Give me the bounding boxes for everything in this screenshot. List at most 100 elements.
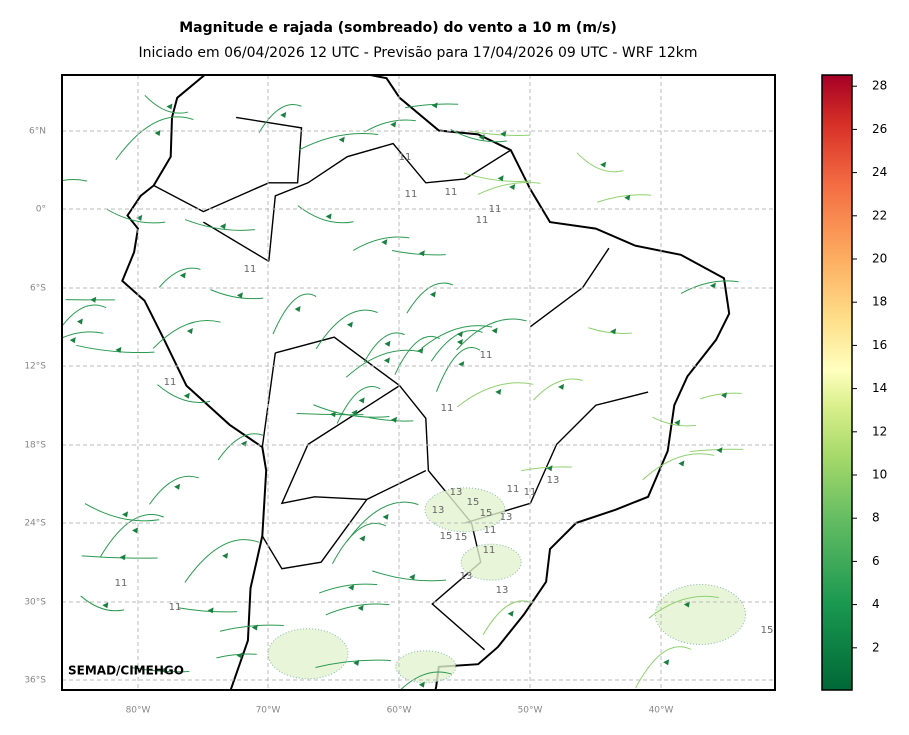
streamline [318,583,378,594]
streamline [158,267,201,288]
streamline [648,595,719,619]
contour-label: 11 [489,204,502,215]
arrow [383,357,390,364]
arrow [381,239,388,246]
streamline [157,384,211,403]
border [203,221,270,262]
streamline [216,653,257,659]
lat-label: 30°S [24,598,46,608]
streamline [115,116,194,161]
arrow [716,447,723,454]
contour-label: 13 [460,571,473,582]
streamline [210,289,264,300]
border [280,385,427,505]
arrow [119,554,126,561]
wind-patch [267,628,349,680]
arrow [53,186,59,192]
lat-label: 6°S [30,284,46,294]
colorbar-label: 24 [872,165,887,179]
title: Magnitude e rajada (sombreado) do vento … [179,20,617,36]
streamline [144,94,189,114]
arrow [179,272,186,279]
arrow [69,337,76,344]
lat-label: 6°N [29,127,46,137]
colorbar-label: 6 [872,554,880,568]
arrow [132,527,139,534]
streamline [353,236,410,251]
streamline [258,104,302,133]
arrow [160,667,167,674]
contour-label: 11 [405,189,418,200]
contour-label: 15 [440,531,453,542]
streamline [689,448,744,453]
arrow [674,419,681,426]
streamline [521,466,572,472]
arrow [222,552,229,559]
streamline [131,666,190,673]
arrow [294,306,301,313]
subtitle: Iniciado em 06/04/2026 12 UTC - Previsão… [138,45,697,61]
lon-label: 50°W [518,706,543,716]
arrow [495,388,502,395]
streamline [149,475,199,505]
streamline [477,181,541,195]
arrow [154,129,161,136]
contour-label: 11 [524,487,537,498]
contour-label: 11 [480,350,493,361]
arrow [330,411,337,418]
colorbar-label: 12 [872,424,887,438]
lon-label: 60°W [387,706,412,716]
streamline [184,219,255,231]
streamline [99,513,165,558]
wind-patch [395,650,457,684]
contour-label: 13 [496,585,509,596]
contour-label: 11 [115,578,128,589]
streamline [313,404,390,418]
streamline [642,453,715,481]
arrow [359,535,366,542]
streamline [315,309,378,350]
contour-label: 15 [455,532,468,543]
arrow [507,610,514,617]
arrow [76,318,83,325]
arrow [207,607,214,614]
streamline [399,671,452,690]
streamline [372,570,447,582]
arrow [219,223,226,230]
streamline [106,209,166,224]
streamline [533,378,583,401]
arrow [600,161,607,168]
arrow [174,483,181,490]
coastline [121,75,731,690]
arrow [417,347,424,354]
streamline [635,646,692,689]
streamline [406,282,454,314]
streamline [272,293,317,335]
streamline [178,607,238,613]
arrow [390,121,397,128]
colorbar-label: 20 [872,252,887,266]
arrow [357,605,364,612]
arrow [546,465,553,472]
contour-label: 11 [399,152,412,163]
arrow [610,328,617,335]
arrow [351,409,358,416]
streamline [363,332,405,363]
map-frame [61,74,776,691]
arrow [478,134,485,141]
streamline [368,417,414,422]
contour-label: 11 [244,264,257,275]
arrow [186,327,193,334]
contour-label: 11 [169,602,182,613]
streamline [315,659,391,668]
streamline [456,318,527,351]
contour-label: 11 [441,403,454,414]
arrow [456,339,463,346]
streamline [84,503,160,522]
arrow [102,602,109,609]
colorbar-label: 8 [872,511,880,525]
contour-label: 13 [500,512,513,523]
lon-label: 40°W [649,706,674,716]
border [268,142,512,262]
